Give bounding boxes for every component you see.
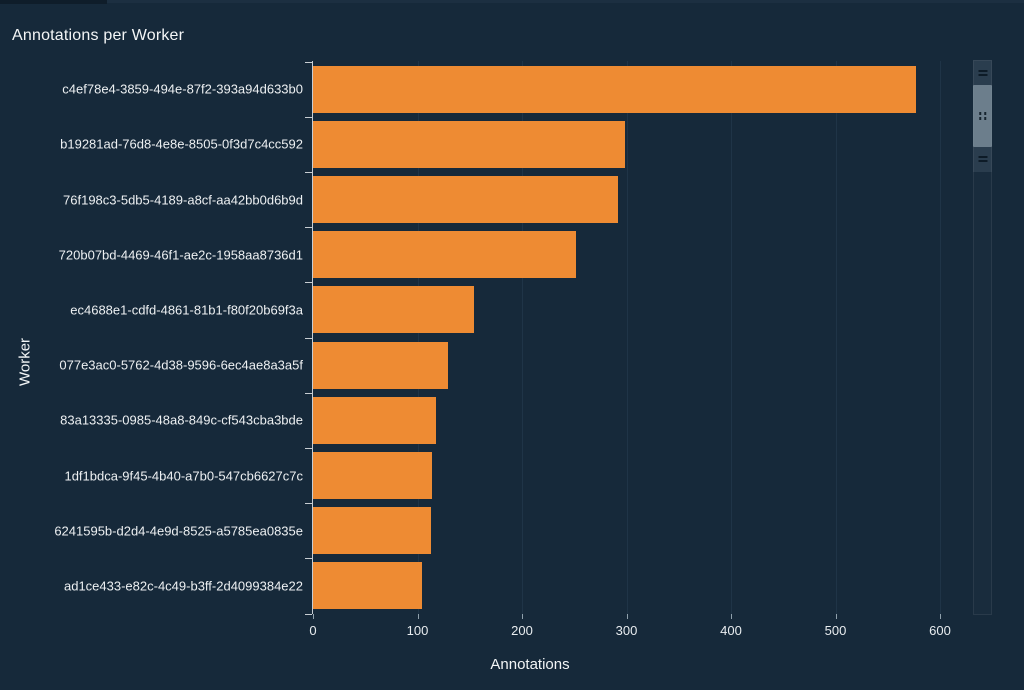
x-tick-label: 500 <box>824 623 847 638</box>
y-axis-line <box>312 61 313 614</box>
scrollbar-track[interactable] <box>973 60 992 615</box>
x-tick-mark <box>835 614 837 619</box>
window-edge-strip <box>0 0 107 4</box>
category-label: 83a13335-0985-48a8-849c-cf543cba3bde <box>60 412 303 428</box>
x-tick-label: 0 <box>309 623 317 638</box>
x-tick-label: 600 <box>929 623 951 638</box>
y-tick-mark <box>305 392 312 394</box>
x-tick-mark <box>626 614 628 619</box>
category-label: ad1ce433-e82c-4c49-b3ff-2d4099384e22 <box>63 578 303 594</box>
category-label: 720b07bd-4469-46f1-ae2c-1958aa8736d1 <box>58 247 303 263</box>
y-tick-mark <box>305 116 312 118</box>
x-tick-mark <box>940 614 941 619</box>
window-edge-line <box>107 0 1024 3</box>
x-gridline <box>835 61 837 614</box>
scrollbar-thumb[interactable] <box>973 85 992 147</box>
bar <box>313 286 474 334</box>
bar <box>313 341 448 389</box>
drag-dots-icon <box>978 112 987 120</box>
y-tick-mark <box>305 337 312 339</box>
x-gridline <box>626 61 628 614</box>
y-tick-mark <box>305 227 312 229</box>
y-axis-title: Worker <box>16 337 34 387</box>
chart-title: Annotations per Worker <box>12 27 185 44</box>
bar <box>313 176 619 223</box>
x-gridline <box>940 61 941 614</box>
y-tick-mark <box>305 171 312 173</box>
y-tick-mark <box>305 61 312 63</box>
grip-handle-icon <box>978 70 987 78</box>
bar <box>313 231 577 279</box>
x-tick-label: 200 <box>511 623 533 638</box>
x-tick-label: 300 <box>615 623 638 638</box>
x-tick-label: 100 <box>406 623 429 638</box>
scrollbar-range-handle[interactable] <box>973 60 992 172</box>
x-gridline <box>731 61 732 614</box>
bar <box>313 65 916 113</box>
bar <box>313 562 422 610</box>
y-tick-mark <box>305 447 312 449</box>
category-label: b19281ad-76d8-4e8e-8505-0f3d7c4cc592 <box>60 136 303 152</box>
y-tick-mark <box>305 503 312 505</box>
x-tick-mark <box>522 614 523 619</box>
category-label: 76f198c3-5db5-4189-a8cf-aa42bb0d6b9d <box>63 192 303 207</box>
grip-handle-icon <box>978 156 987 164</box>
x-gridline <box>522 61 523 614</box>
bar <box>313 396 437 444</box>
category-label: c4ef78e4-3859-494e-87f2-393a94d633b0 <box>62 81 303 97</box>
category-label: 077e3ac0-5762-4d38-9596-6ec4ae8a3a5f <box>59 357 303 373</box>
bar <box>313 507 432 555</box>
category-label: 1df1bdca-9f45-4b40-a7b0-547cb6627c7c <box>64 468 303 483</box>
x-tick-label: 400 <box>720 623 742 638</box>
bar <box>313 452 433 499</box>
x-tick-mark <box>313 614 314 619</box>
y-tick-mark <box>305 558 312 560</box>
x-tick-mark <box>417 614 419 619</box>
y-tick-mark <box>305 282 312 284</box>
x-gridline <box>417 61 419 614</box>
x-tick-mark <box>731 614 732 619</box>
bar <box>313 120 626 168</box>
category-label: 6241595b-d2d4-4e9d-8525-a5785ea0835e <box>54 523 303 539</box>
x-axis-title: Annotations <box>490 656 570 673</box>
category-label: ec4688e1-cdfd-4861-81b1-f80f20b69f3a <box>70 302 303 318</box>
y-tick-mark <box>305 613 312 615</box>
chart-scrollbar[interactable] <box>973 60 992 615</box>
